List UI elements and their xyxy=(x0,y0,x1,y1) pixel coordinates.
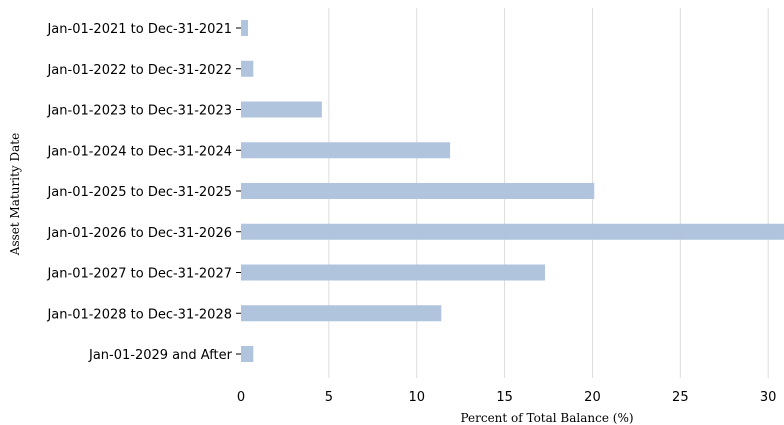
category-label: Jan-01-2027 to Dec-31-2027 xyxy=(46,267,232,282)
category-label: Jan-01-2028 to Dec-31-2028 xyxy=(46,307,232,322)
bar xyxy=(241,60,254,77)
x-tick-label: 15 xyxy=(496,390,513,405)
bar xyxy=(241,101,322,118)
bar xyxy=(241,305,442,322)
x-tick-label: 25 xyxy=(672,390,689,405)
x-tick-label: 30 xyxy=(760,390,777,405)
category-label: Jan-01-2024 to Dec-31-2024 xyxy=(46,144,232,159)
y-tick-marks xyxy=(236,27,241,355)
x-tick-labels: 0 5 10 15 20 25 30 xyxy=(237,390,777,405)
bar xyxy=(241,346,254,362)
category-label: Jan-01-2025 to Dec-31-2025 xyxy=(46,185,232,200)
x-tick-label: 20 xyxy=(584,390,601,405)
bar xyxy=(241,183,595,199)
category-label: Jan-01-2023 to Dec-31-2023 xyxy=(46,104,232,119)
x-tick-label: 5 xyxy=(325,390,333,405)
x-tick-label: 10 xyxy=(408,390,425,405)
category-label: Jan-01-2026 to Dec-31-2026 xyxy=(46,226,232,241)
category-labels: Jan-01-2021 to Dec-31-2021 Jan-01-2022 to… xyxy=(46,22,232,363)
category-label: Jan-01-2022 to Dec-31-2022 xyxy=(46,63,232,78)
category-label: Jan-01-2021 to Dec-31-2021 xyxy=(46,22,232,37)
y-axis-title: Asset Maturity Date xyxy=(8,133,22,256)
bar xyxy=(241,223,784,240)
category-label: Jan-01-2029 and After xyxy=(88,348,233,363)
x-tick-label: 0 xyxy=(237,390,245,405)
bars xyxy=(241,20,784,362)
bar xyxy=(241,264,546,281)
bar xyxy=(241,20,249,36)
bar xyxy=(241,142,451,159)
x-axis-title: Percent of Total Balance (%) xyxy=(460,411,633,425)
